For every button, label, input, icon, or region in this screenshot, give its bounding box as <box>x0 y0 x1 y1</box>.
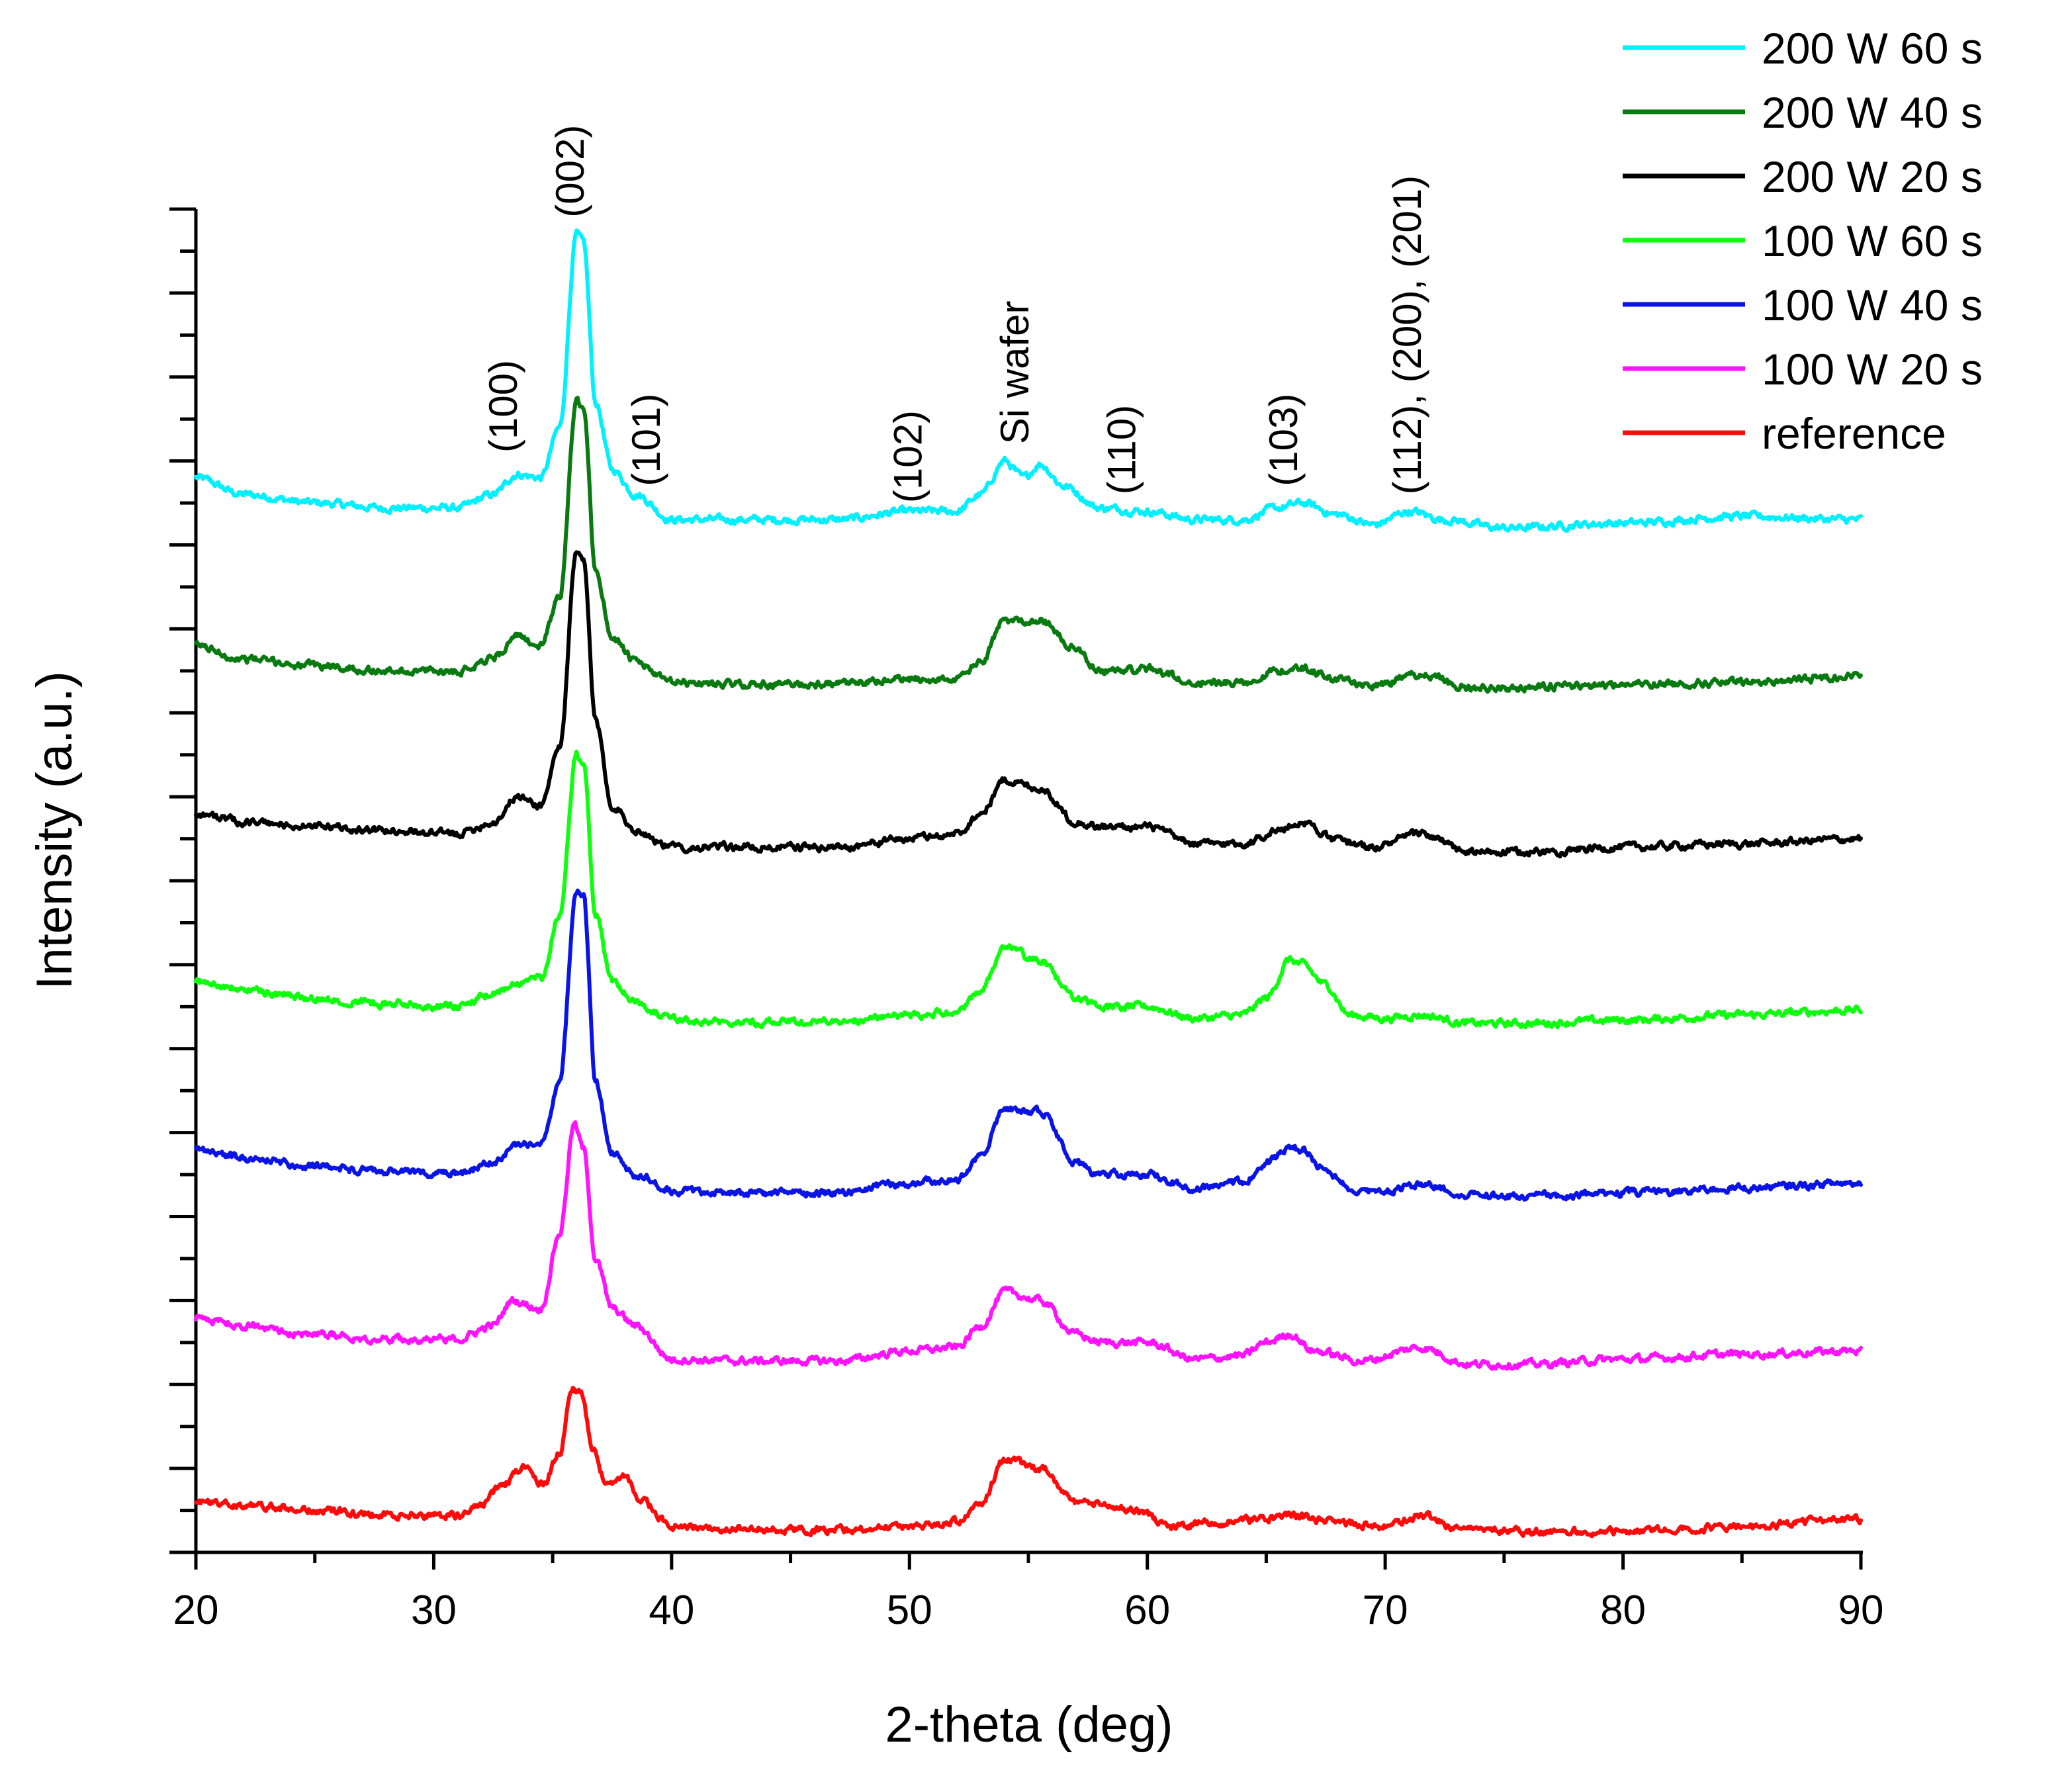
peak-label: (102) <box>885 410 930 503</box>
x-tick-label: 20 <box>173 1587 219 1633</box>
x-axis-title: 2-theta (deg) <box>885 1697 1173 1753</box>
series-line-200-w-40-s <box>194 396 1863 694</box>
legend: 200 W 60 s 200 W 40 s 200 W 20 s 100 W 60 s… <box>1623 24 1983 458</box>
x-tick-label: 60 <box>1124 1587 1170 1633</box>
series-line-reference <box>194 1386 1863 1538</box>
legend-label-reference: reference <box>1762 409 1946 458</box>
x-tick-label: 30 <box>411 1587 457 1633</box>
x-tick-label: 40 <box>649 1587 694 1633</box>
peak-label: Si wafer <box>993 301 1037 445</box>
legend-label-200-w-40-s: 200 W 40 s <box>1762 88 1983 137</box>
peak-label: (101) <box>624 394 668 486</box>
legend-label-200-w-60-s: 200 W 60 s <box>1762 24 1983 73</box>
series-group <box>194 228 1863 1538</box>
peak-label: (103) <box>1261 394 1306 486</box>
plot-area: 20 30 40 50 60 70 80 90 (100) (002) (101) (102) Si … <box>169 125 1883 1633</box>
series-line-200-w-20-s <box>194 550 1863 859</box>
peak-label: (100) <box>481 360 525 453</box>
x-tick-label: 70 <box>1363 1587 1408 1633</box>
peak-label: (002) <box>548 125 592 218</box>
legend-label-200-w-20-s: 200 W 20 s <box>1762 152 1983 201</box>
series-line-200-w-60-s <box>194 228 1863 533</box>
series-line-100-w-60-s <box>194 750 1863 1030</box>
legend-label-100-w-20-s: 100 W 20 s <box>1762 345 1983 394</box>
x-ticks: 20 30 40 50 60 70 80 90 <box>173 1552 1884 1633</box>
series-line-100-w-40-s <box>194 888 1863 1202</box>
legend-label-100-w-60-s: 100 W 60 s <box>1762 216 1983 265</box>
series-line-100-w-20-s <box>194 1120 1863 1371</box>
x-tick-label: 90 <box>1838 1587 1884 1633</box>
x-tick-label: 50 <box>887 1587 932 1633</box>
legend-label-100-w-40-s: 100 W 40 s <box>1762 281 1983 330</box>
y-axis-title: Intensity (a.u.) <box>26 671 83 990</box>
peak-label: (110) <box>1100 405 1144 495</box>
y-ticks <box>169 207 196 1554</box>
peak-label: (112), (200), (201) <box>1385 175 1429 494</box>
x-tick-label: 80 <box>1600 1587 1646 1633</box>
peak-annotations: (100) (002) (101) (102) Si wafer (110) (103) (1… <box>481 125 1429 503</box>
